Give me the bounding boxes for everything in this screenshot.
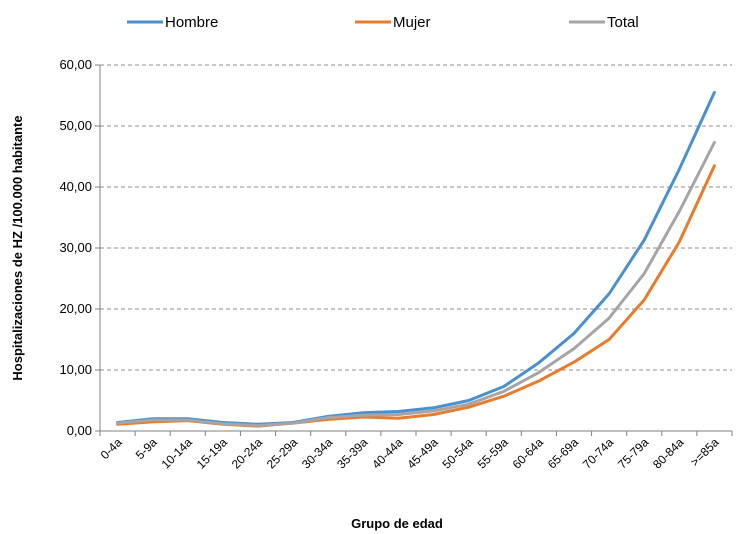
y-tick-label: 50,00 [59,118,92,133]
y-axis-title: Hospitalizaciones de HZ /100.000 habitan… [10,115,25,380]
series-lines [116,90,716,428]
x-tick-label: 30-34a [299,435,336,472]
y-tick-label: 10,00 [59,362,92,377]
x-tick-label: 10-14a [159,435,196,472]
y-tick-label: 60,00 [59,57,92,72]
x-tick-label: 65-69a [545,435,582,472]
x-axis-ticks: 0-4a 5-9a10-14a15-19a20-24a25-29a30-34a35… [98,431,733,472]
x-tick-label: 40-44a [369,435,406,472]
series-line-hombre [116,90,716,426]
x-tick-label: 45-49a [404,435,441,472]
x-tick-label: 50-54a [439,435,476,472]
x-tick-label: 60-64a [510,435,547,472]
x-tick-label: 0-4a [98,435,125,462]
x-tick-label: 70-74a [580,435,617,472]
legend-label: Total [607,14,639,31]
x-tick-label: 75-79a [615,435,652,472]
x-tick-label: 15-19a [194,435,231,472]
x-tick-label: >=85a [688,435,722,469]
y-tick-label: 30,00 [59,240,92,255]
y-axis-ticks: 0,00 10,00 20,00 30,00 40,00 50,00 60,00 [59,57,100,438]
x-tick-label: 25-29a [264,435,301,472]
x-tick-label: 35-39a [334,435,371,472]
x-tick-label: 20-24a [229,435,266,472]
grid-lines [99,64,732,432]
x-axis-title: Grupo de edad [351,516,443,531]
legend-label: Hombre [165,14,218,31]
legend: Hombre Mujer Total [127,14,639,31]
x-tick-label: 5-9a [133,435,160,462]
y-tick-label: 0,00 [67,423,92,438]
y-tick-label: 20,00 [59,301,92,316]
x-tick-label: 55-59a [475,435,512,472]
x-tick-label: 80-84a [650,435,687,472]
y-tick-label: 40,00 [59,179,92,194]
legend-label: Mujer [393,14,431,31]
series-line-total [116,141,716,427]
